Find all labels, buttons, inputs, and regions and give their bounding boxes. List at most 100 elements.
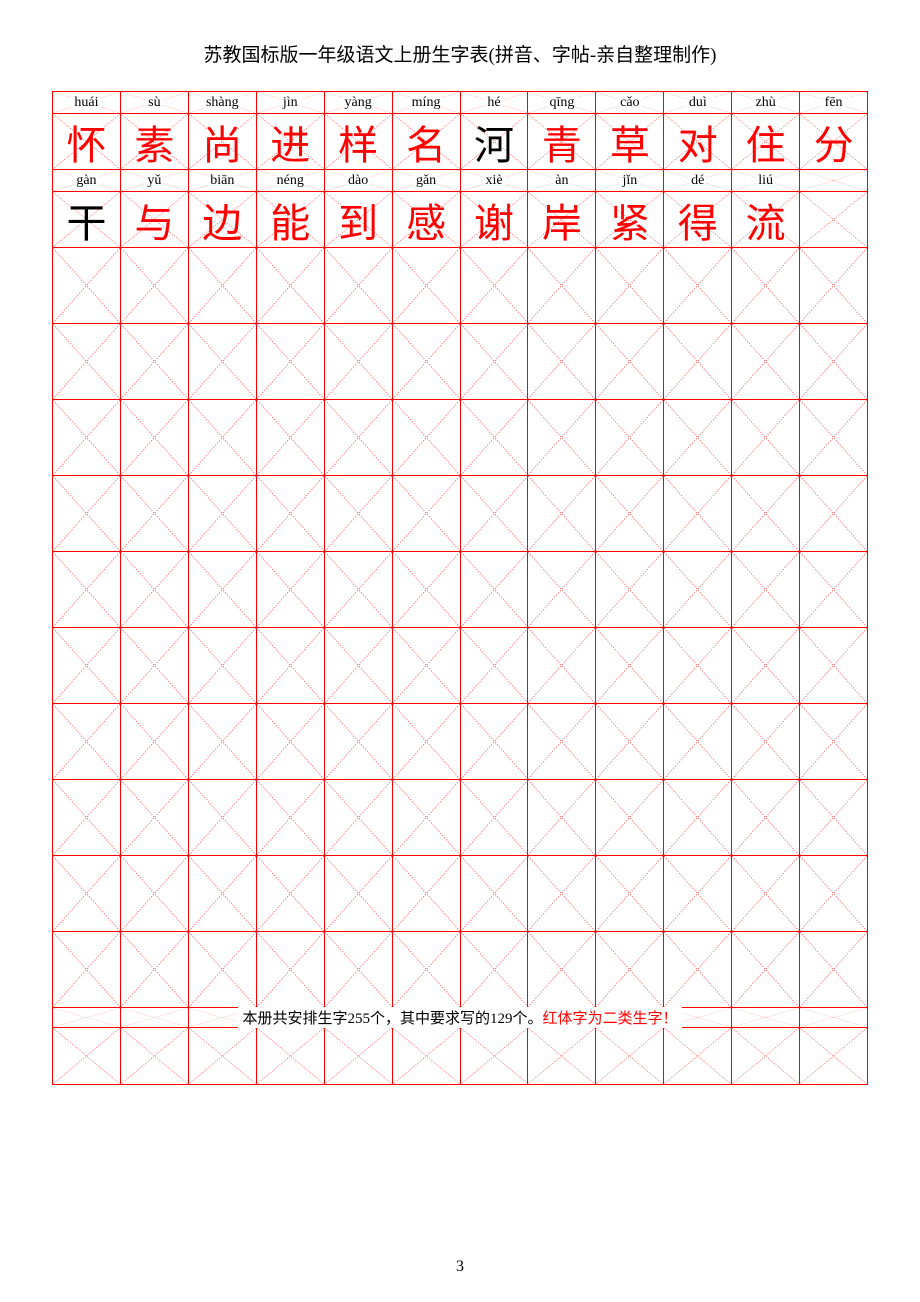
char-cell: 怀 [53,114,121,170]
practice-cell [732,932,800,1008]
practice-cell [393,704,461,780]
practice-row [53,552,867,628]
pinyin-text: zhù [754,95,778,111]
pinyin-text: sù [146,95,162,111]
pinyin-text: hé [485,95,502,111]
char-cell: 尚 [189,114,257,170]
practice-cell [800,248,867,324]
practice-cell [257,628,325,704]
pinyin-cell: xiè [461,170,529,192]
pinyin-text: gàn [74,173,98,189]
pinyin-cell: cǎo [596,92,664,114]
practice-cell [528,932,596,1008]
footer-text: 本册共安排生字255个，其中要求写的129个。红体字为二类生字！ [238,1007,681,1028]
footer-red-text: 红体字为二类生字！ [543,1011,678,1027]
char-cell: 紧 [596,192,664,248]
pinyin-text: qīng [547,95,576,111]
char-cell: 与 [121,192,189,248]
practice-cell [800,780,867,856]
practice-cell [800,1028,867,1084]
page-title: 苏教国标版一年级语文上册生字表(拼音、字帖-亲自整理制作) [0,0,920,91]
practice-cell [53,1028,121,1084]
practice-cell [53,324,121,400]
practice-cell [189,932,257,1008]
practice-cell [732,400,800,476]
practice-cell [393,780,461,856]
practice-cell [53,476,121,552]
practice-cell [257,324,325,400]
pinyin-text: biān [208,173,236,189]
char-text: 住 [746,113,786,171]
practice-cell [664,324,732,400]
practice-cell [121,856,189,932]
practice-cell [325,476,393,552]
practice-cell [121,248,189,324]
char-text: 得 [678,191,718,249]
char-cell: 边 [189,192,257,248]
char-text: 怀 [66,113,106,171]
pinyin-cell: dé [664,170,732,192]
practice-cell [121,1028,189,1084]
practice-row [53,248,867,324]
practice-cell [800,628,867,704]
practice-cell [257,1028,325,1084]
pinyin-text: cǎo [618,95,641,111]
practice-cell [325,780,393,856]
practice-cell [732,476,800,552]
char-text: 草 [610,113,650,171]
practice-cell [800,324,867,400]
practice-cell [664,704,732,780]
pinyin-text: dé [689,173,706,189]
practice-cell [53,932,121,1008]
char-text: 到 [338,191,378,249]
char-cell: 住 [732,114,800,170]
pinyin-text: yàng [343,95,374,111]
pinyin-cell: biān [189,170,257,192]
practice-cell [53,704,121,780]
practice-cell [393,628,461,704]
char-cell: 草 [596,114,664,170]
char-cell: 能 [257,192,325,248]
pinyin-cell: néng [257,170,325,192]
practice-cell [121,780,189,856]
practice-cell [528,704,596,780]
practice-cell [596,856,664,932]
practice-cell [664,856,732,932]
char-cell: 河 [461,114,529,170]
pinyin-text: fēn [823,95,845,111]
footer-note-row: 本册共安排生字255个，其中要求写的129个。红体字为二类生字！ [53,1008,867,1028]
pinyin-cell: liú [732,170,800,192]
practice-cell [393,324,461,400]
practice-row [53,856,867,932]
pinyin-text: shàng [204,95,241,111]
practice-row [53,780,867,856]
char-cell: 对 [664,114,732,170]
practice-cell [732,248,800,324]
practice-cell [257,856,325,932]
pinyin-text: gǎn [414,173,438,189]
page-number: 3 [0,1258,920,1276]
char-text: 进 [270,113,310,171]
practice-cell [189,476,257,552]
char-text: 边 [202,191,242,249]
practice-cell [393,552,461,628]
practice-cell [596,780,664,856]
practice-cell [528,628,596,704]
practice-cell [189,780,257,856]
practice-cell [528,248,596,324]
practice-cell [461,324,529,400]
pinyin-text: yǔ [145,173,163,189]
pinyin-cell: fēn [800,92,867,114]
char-text: 感 [406,191,446,249]
practice-cell [800,400,867,476]
pinyin-cell: sù [121,92,189,114]
practice-cell [461,400,529,476]
char-text: 对 [678,113,718,171]
char-text: 分 [814,113,854,171]
pinyin-cell: shàng [189,92,257,114]
char-text: 素 [134,113,174,171]
practice-cell [664,932,732,1008]
practice-cell [325,248,393,324]
practice-cell [800,552,867,628]
practice-cell [325,324,393,400]
